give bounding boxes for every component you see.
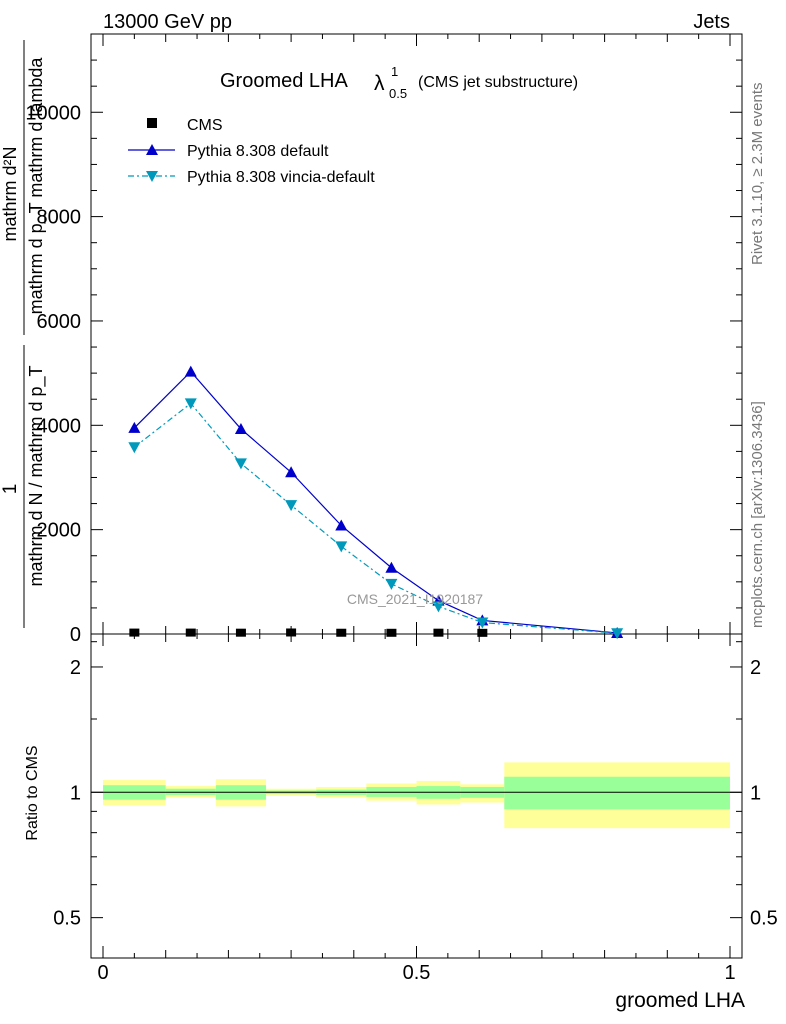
point-cms: [129, 628, 140, 637]
main-ytick-label: 2000: [37, 520, 82, 542]
point-pythia-default: [184, 365, 197, 377]
main-ytick-label: 4000: [37, 415, 82, 437]
title-lambda-symbol: λ: [374, 72, 385, 95]
point-pythia-vincia: [611, 628, 624, 640]
point-pythia-vincia: [285, 500, 298, 512]
process-label: Jets: [693, 11, 730, 33]
legend-default-marker: [146, 144, 158, 155]
main-ytick-label: 6000: [37, 311, 82, 333]
point-pythia-vincia: [476, 617, 489, 629]
point-pythia-default: [285, 466, 298, 478]
collision-label: 13000 GeV pp: [103, 11, 232, 33]
mcplots-credit-label: mcplots.cern.ch [arXiv:1306.3436]: [749, 401, 766, 628]
point-cms: [286, 628, 297, 637]
legend-default-label: Pythia 8.308 default: [187, 143, 329, 160]
ratio-ytick-label: 1: [70, 782, 81, 804]
rivet-version-label: Rivet 3.1.10, ≥ 2.3M events: [749, 83, 766, 266]
point-cms: [386, 628, 397, 637]
point-pythia-vincia: [335, 541, 348, 553]
ylabel-numerator: 1: [0, 484, 21, 495]
ratio-ytick-label-right: 1: [750, 782, 761, 804]
point-pythia-vincia: [184, 398, 197, 410]
legend-cms-label: CMS: [187, 117, 223, 134]
ratio-ytick-label-right: 0.5: [750, 908, 778, 930]
series-line-pythia-vincia: [133, 402, 618, 634]
point-pythia-default: [234, 422, 247, 434]
ratio-xtick-label: 1: [724, 962, 735, 984]
x-axis-label: groomed LHA: [615, 989, 745, 1012]
title-superscript: 1: [391, 64, 398, 79]
ratio-xtick-label: 0.5: [403, 962, 431, 984]
point-cms: [185, 628, 196, 637]
axis-ticks: 0 2000 4000 6000 8000 10000 0 0.5 1 0.5 0.5 1 1 2 2: [25, 33, 778, 984]
main-ytick-label: 8000: [37, 207, 82, 229]
title-subscript: 0.5: [389, 86, 407, 101]
point-pythia-vincia: [385, 578, 398, 590]
data-series: [128, 365, 624, 640]
point-pythia-default: [385, 561, 398, 573]
ratio-ytick-label: 0.5: [53, 908, 81, 930]
ylabel-rhs-numerator: mathrm d²N: [0, 146, 20, 241]
point-pythia-default: [335, 519, 348, 531]
plot-title: Groomed LHA: [220, 70, 348, 92]
point-pythia-vincia: [432, 601, 445, 613]
ratio-ytick-label-right: 2: [750, 657, 761, 679]
legend: CMS Pythia 8.308 default Pythia 8.308 vi…: [128, 117, 375, 186]
ylabel-rhs-denominator: mathrm d p_T mathrm d lambda: [26, 57, 47, 315]
point-cms: [433, 628, 444, 637]
legend-vincia-label: Pythia 8.308 vincia-default: [187, 169, 375, 186]
point-pythia-vincia: [128, 442, 141, 454]
ratio-ylabel: Ratio to CMS: [24, 745, 41, 840]
legend-vincia-marker: [146, 171, 158, 182]
point-cms: [235, 628, 246, 637]
point-pythia-vincia: [234, 458, 247, 470]
ratio-uncertainty-bands: [91, 762, 742, 829]
legend-cms-marker: [147, 118, 157, 128]
analysis-watermark: CMS_2021_I1920187: [347, 591, 483, 607]
ratio-band-inner-8: [504, 776, 730, 810]
point-pythia-default: [128, 421, 141, 433]
main-ytick-label: 0: [70, 624, 81, 646]
ratio-xtick-label: 0: [97, 962, 108, 984]
point-cms: [336, 628, 347, 637]
point-cms: [477, 628, 488, 637]
title-note: (CMS jet substructure): [418, 74, 578, 91]
ratio-ytick-label: 2: [70, 657, 81, 679]
ylabel-denominator: mathrm d N / mathrm d p_T: [26, 365, 47, 586]
main-ytick-label: 10000: [25, 102, 81, 124]
